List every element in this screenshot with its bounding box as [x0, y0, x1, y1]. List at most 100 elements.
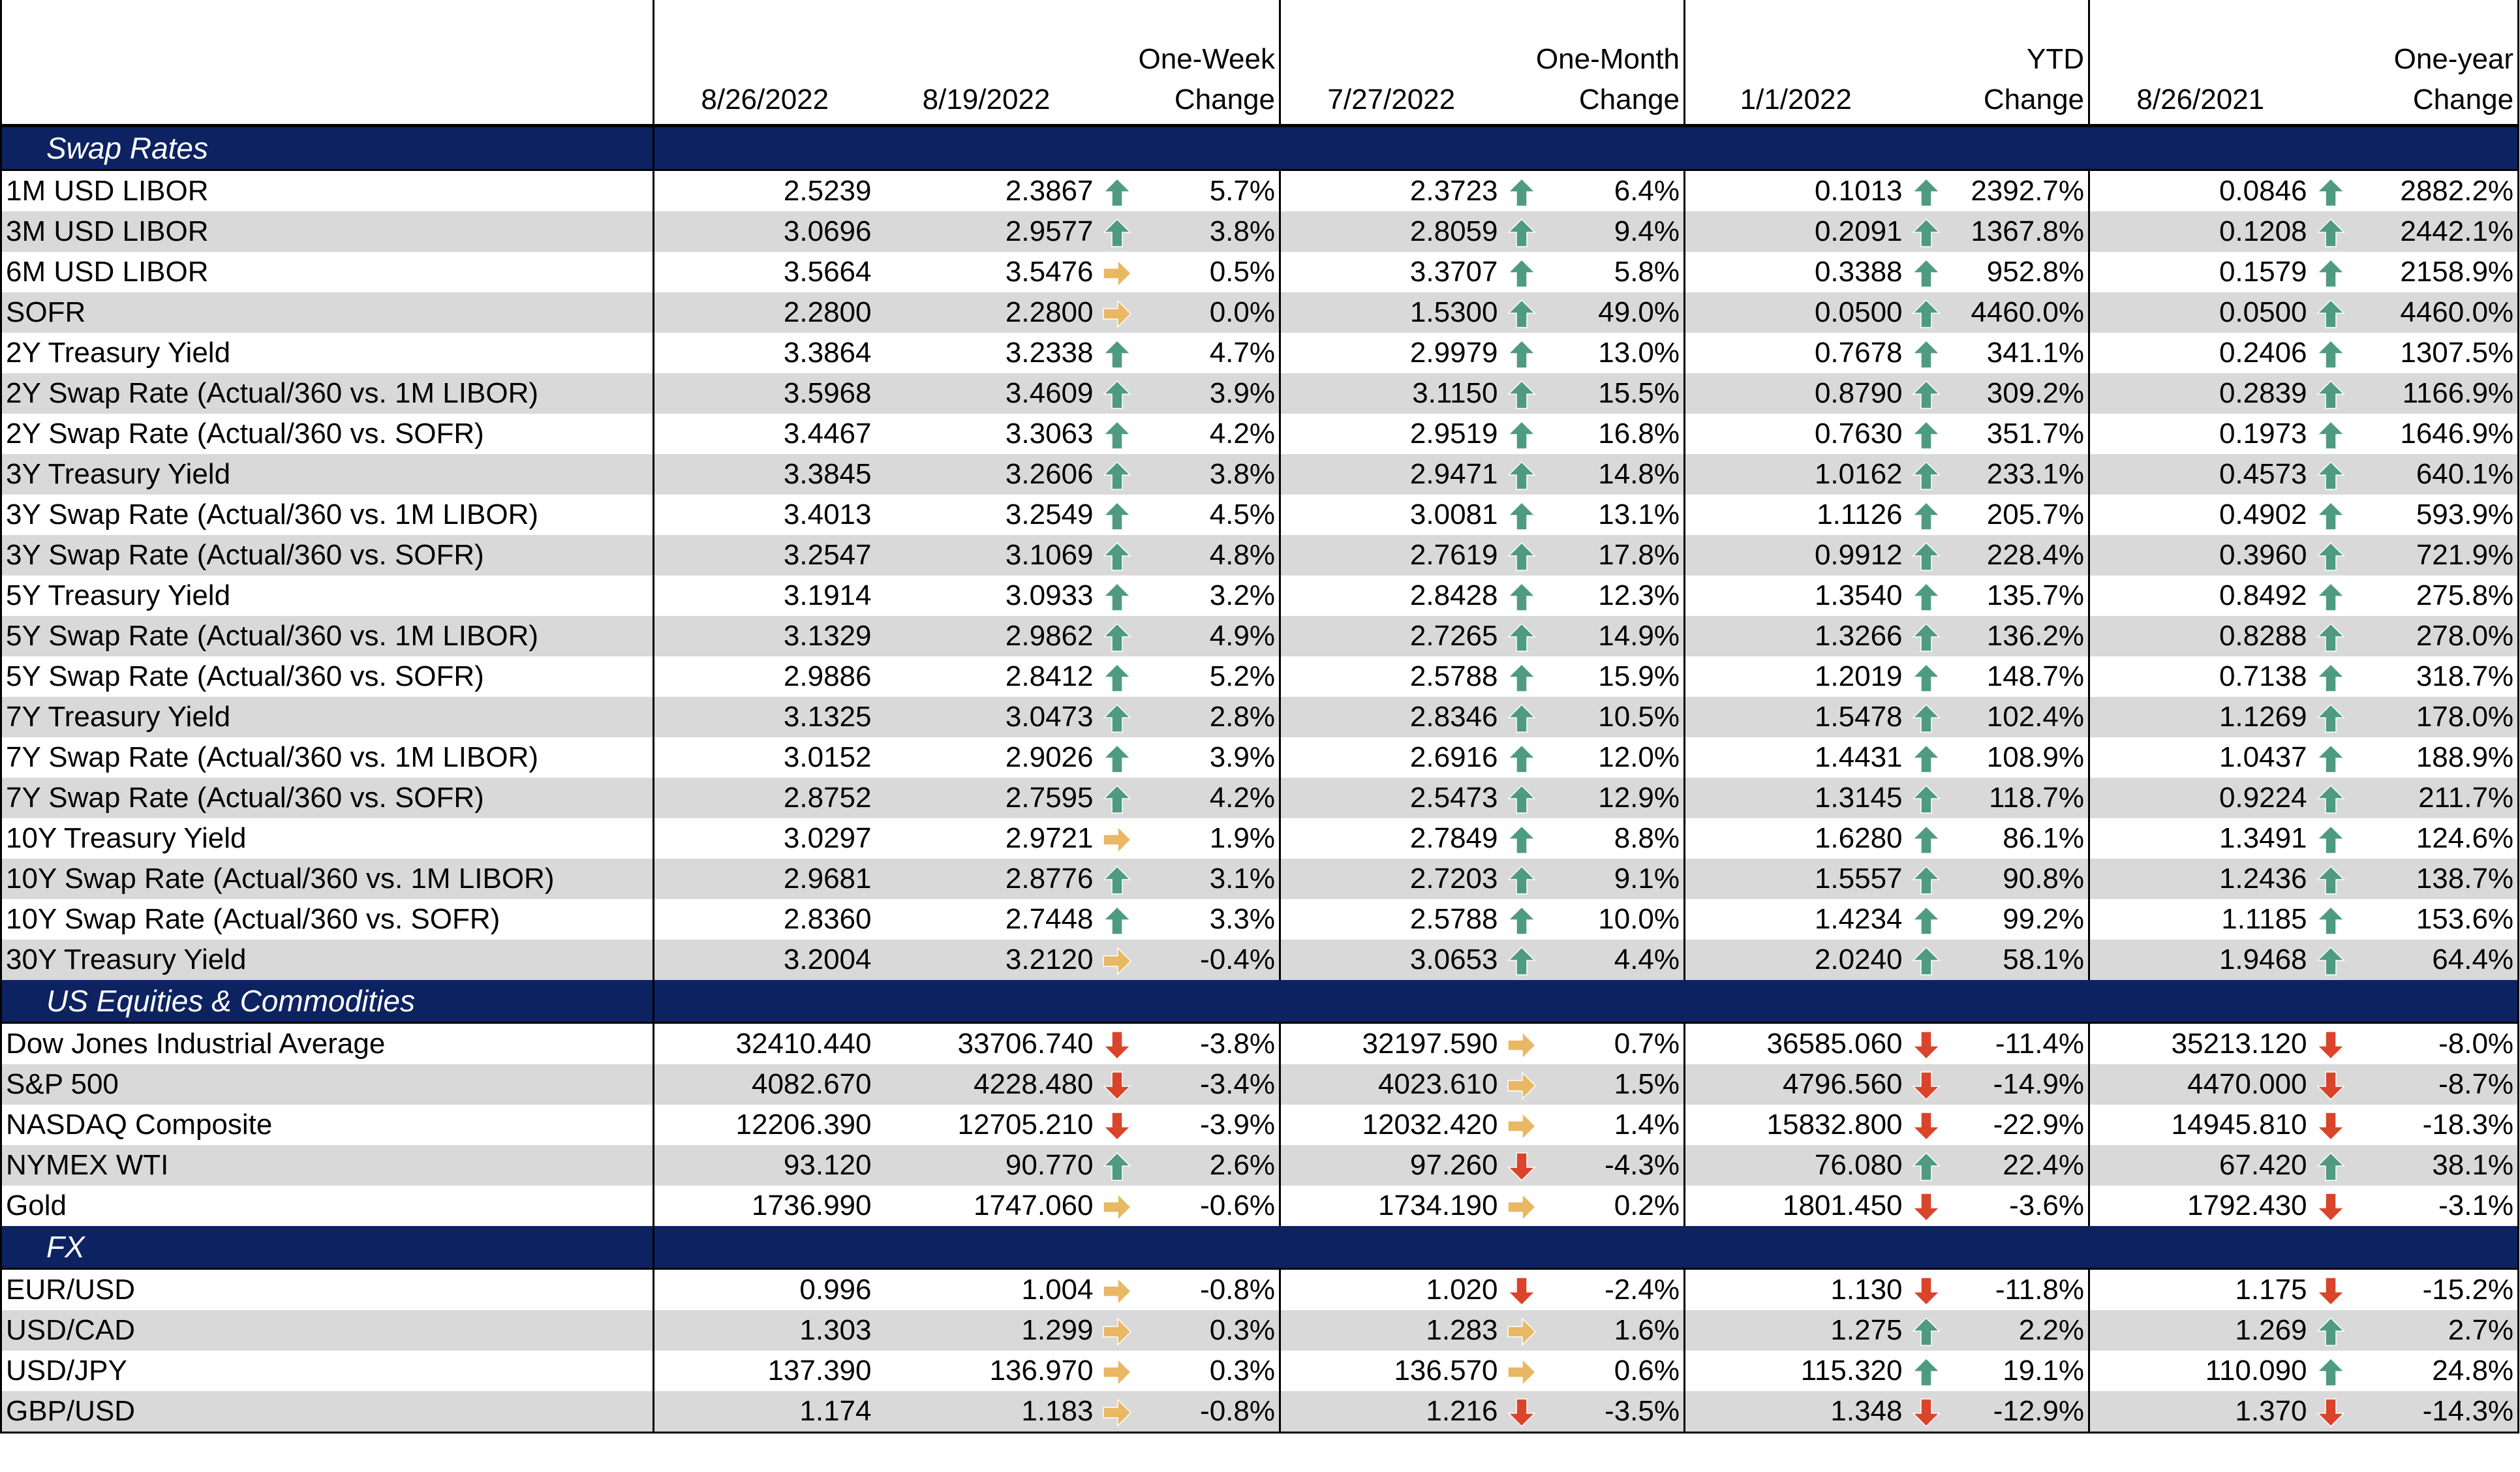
change-ytd: -11.4%	[1995, 1028, 2085, 1060]
change-one-week: -0.4%	[1136, 940, 1280, 980]
change-ytd: 233.1%	[1945, 454, 2089, 495]
change-ytd: 148.7%	[1986, 660, 2085, 692]
trend-cell-ytd	[1906, 859, 1946, 899]
change-one-year: 38.1%	[2350, 1145, 2519, 1186]
row-label: USD/JPY	[6, 1355, 127, 1387]
arrow-up-icon	[1101, 339, 1133, 370]
value-one-week: 3.3063	[1005, 418, 1094, 450]
value-one-week: 2.8412	[1005, 660, 1094, 692]
value-one-year: 1.1185	[2088, 899, 2311, 940]
trend-cell-one-year	[2311, 373, 2350, 414]
value-one-year: 0.9224	[2088, 778, 2311, 818]
value-current: 32410.440	[653, 1022, 876, 1064]
change-ytd: -22.9%	[1993, 1109, 2085, 1141]
arrow-up-icon	[2315, 379, 2346, 410]
arrow-up-icon	[1101, 420, 1133, 451]
value-current: 3.1329	[653, 616, 876, 656]
value-ytd: 0.1013	[1683, 170, 1907, 211]
change-ytd: 4460.0%	[1945, 292, 2089, 333]
value-one-month: 3.0653	[1279, 940, 1502, 980]
change-one-week: 0.3%	[1209, 1355, 1275, 1387]
value-one-year: 1.2436	[2088, 859, 2311, 899]
section-header-fill	[652, 1226, 2519, 1270]
value-current: 93.120	[653, 1145, 876, 1186]
value-one-week: 90.770	[875, 1145, 1098, 1186]
value-one-year: 0.0500	[2088, 292, 2311, 333]
trend-cell-one-year	[2311, 292, 2350, 333]
change-ytd: 1367.8%	[1945, 211, 2089, 252]
section-title: Swap Rates	[1, 125, 654, 171]
trend-cell-ytd	[1907, 737, 1946, 778]
row-label: 2Y Swap Rate (Actual/360 vs. 1M LIBOR)	[1, 373, 654, 414]
value-current: 137.390	[653, 1351, 876, 1391]
change-one-month: 0.2%	[1614, 1189, 1680, 1221]
value-ytd: 36585.060	[1683, 1022, 1907, 1064]
change-ytd: 2.2%	[1945, 1310, 2089, 1351]
value-ytd: 0.7630	[1683, 414, 1907, 454]
change-one-week: -3.8%	[1200, 1028, 1275, 1060]
change-one-year: 1166.9%	[2350, 373, 2519, 414]
trend-cell-one-year	[2311, 535, 2350, 575]
trend-cell-one-year	[2311, 778, 2350, 818]
table-row: USD/JPY 137.390 136.970 0.3% 136.570 0.6% 115.…	[1, 1351, 2519, 1391]
trend-cell-ytd	[1906, 940, 1946, 980]
trend-cell-one-year	[2311, 737, 2350, 778]
trend-cell-ytd	[1906, 1064, 1946, 1105]
arrow-right-icon	[1101, 258, 1133, 289]
header-year-change-line2: Change	[2412, 84, 2514, 115]
trend-cell-one-week	[1097, 1145, 1137, 1186]
row-label: GBP/USD	[1, 1391, 654, 1433]
trend-cell-one-month	[1501, 1145, 1541, 1186]
row-label: EUR/USD	[6, 1274, 136, 1306]
trend-cell-one-month	[1501, 292, 1541, 333]
value-current: 3.0297	[653, 818, 876, 859]
trend-cell-one-week	[1097, 940, 1137, 980]
row-label: 1M USD LIBOR	[6, 175, 209, 207]
header-row: 8/26/2022 8/19/2022 One-Week Change 7/27/…	[1, 0, 2519, 127]
change-one-month: 1.6%	[1541, 1310, 1685, 1351]
arrow-right-icon	[1506, 1191, 1537, 1223]
trend-cell-one-month	[1502, 737, 1541, 778]
change-one-month: 10.5%	[1541, 697, 1685, 737]
trend-cell-one-month	[1502, 252, 1541, 292]
trend-cell-one-year	[2311, 1391, 2350, 1433]
value-one-month: 2.8346	[1279, 697, 1502, 737]
value-ytd: 1.1126	[1683, 495, 1907, 535]
arrow-up-icon	[1506, 743, 1537, 774]
arrow-up-icon	[1506, 622, 1537, 653]
trend-cell-one-week	[1097, 454, 1137, 495]
change-one-month: -2.4%	[1605, 1274, 1680, 1306]
trend-cell-one-month	[1502, 1023, 1541, 1065]
table-row: 7Y Swap Rate (Actual/360 vs. 1M LIBOR) 3.…	[1, 737, 2519, 778]
arrow-right-icon	[1101, 1316, 1133, 1347]
arrow-up-icon	[1506, 460, 1537, 491]
trend-cell-one-week	[1097, 697, 1137, 737]
trend-cell-ytd	[1907, 1186, 1946, 1226]
value-ytd: 1.6280	[1683, 818, 1907, 859]
arrow-right-icon	[1101, 298, 1133, 330]
table-row: 3Y Swap Rate (Actual/360 vs. SOFR) 3.2547…	[1, 535, 2519, 575]
value-one-week: 136.970	[989, 1355, 1094, 1387]
row-label: Dow Jones Industrial Average	[6, 1028, 386, 1060]
change-one-week: 3.9%	[1136, 373, 1280, 414]
header-blank	[1, 0, 654, 127]
trend-cell-one-month	[1501, 778, 1541, 818]
change-one-month: -4.3%	[1541, 1145, 1685, 1186]
value-one-month: 2.9979	[1279, 333, 1502, 373]
arrow-up-icon	[1911, 703, 1942, 734]
row-label: 6M USD LIBOR	[6, 256, 209, 288]
value-ytd: 1.348	[1683, 1391, 1907, 1433]
arrow-up-icon	[1911, 1151, 1942, 1182]
change-one-week: 5.7%	[1209, 175, 1275, 207]
change-one-week: 4.8%	[1136, 535, 1280, 575]
value-one-week: 1747.060	[973, 1189, 1094, 1221]
value-one-week: 1.299	[875, 1310, 1098, 1351]
change-one-year: 1307.5%	[2400, 337, 2514, 369]
arrow-up-icon	[1506, 298, 1537, 330]
value-ytd: 2.0240	[1683, 940, 1907, 980]
trend-cell-one-month	[1502, 1186, 1541, 1226]
arrow-up-icon	[1911, 298, 1942, 330]
trend-cell-ytd	[1906, 535, 1946, 575]
change-ytd: 135.7%	[1986, 579, 2085, 611]
